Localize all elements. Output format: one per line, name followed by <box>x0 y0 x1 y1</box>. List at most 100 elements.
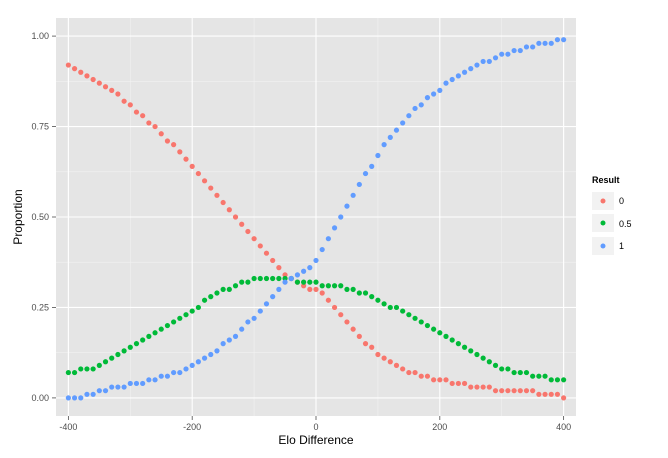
point-result-0-5 <box>523 369 530 376</box>
major-gridlines <box>56 18 576 416</box>
legend-swatch-0-5 <box>600 220 606 226</box>
legend-label-0: 0 <box>619 196 624 206</box>
point-result-1 <box>301 268 307 274</box>
point-result-1 <box>375 152 381 159</box>
point-result-0 <box>245 228 251 235</box>
point-result-0-5 <box>301 279 307 285</box>
point-result-0 <box>90 76 96 83</box>
point-result-0-5 <box>418 319 424 325</box>
point-result-0 <box>530 388 536 394</box>
point-result-0-5 <box>325 283 331 289</box>
point-result-1 <box>270 294 276 300</box>
point-result-0 <box>239 221 245 227</box>
point-result-0 <box>338 312 344 318</box>
point-result-0-5 <box>369 294 375 300</box>
point-result-0 <box>183 156 189 162</box>
point-result-1 <box>177 369 183 376</box>
point-result-0-5 <box>90 366 96 372</box>
point-result-0-5 <box>387 304 393 311</box>
point-result-1 <box>201 355 208 361</box>
point-result-1 <box>418 102 424 108</box>
point-result-1 <box>437 87 443 93</box>
point-result-1 <box>338 214 344 220</box>
point-result-0 <box>301 283 307 289</box>
point-result-0-5 <box>536 373 542 379</box>
point-result-0-5 <box>102 359 109 365</box>
point-result-1 <box>461 69 468 75</box>
point-result-0 <box>474 384 480 390</box>
point-result-1 <box>542 40 548 46</box>
point-result-1 <box>121 384 127 390</box>
point-result-0 <box>201 178 208 184</box>
point-result-0 <box>232 214 239 220</box>
point-result-0 <box>127 102 133 108</box>
point-result-1 <box>171 369 177 376</box>
point-result-0-5 <box>400 308 406 314</box>
point-result-0-5 <box>84 366 90 372</box>
point-result-0 <box>480 384 486 390</box>
point-result-1 <box>356 181 362 188</box>
point-result-0-5 <box>239 279 245 285</box>
point-result-1 <box>412 105 418 112</box>
point-result-1 <box>523 44 530 50</box>
point-result-0 <box>542 391 548 397</box>
point-result-0-5 <box>109 355 115 361</box>
point-result-0 <box>393 362 400 368</box>
point-result-0 <box>171 142 177 148</box>
point-result-1 <box>319 246 325 253</box>
point-result-0-5 <box>406 312 412 318</box>
point-result-0-5 <box>263 275 270 282</box>
point-result-1 <box>381 142 387 148</box>
point-result-0-5 <box>350 286 356 292</box>
point-result-0 <box>177 149 183 155</box>
point-result-1 <box>505 51 511 57</box>
point-result-0-5 <box>177 315 183 321</box>
point-result-0 <box>431 377 437 383</box>
point-result-0 <box>109 87 115 93</box>
point-result-0 <box>369 344 375 350</box>
point-result-1 <box>158 373 164 379</box>
point-result-0 <box>65 62 71 68</box>
point-result-0 <box>270 257 276 264</box>
point-result-0-5 <box>251 275 257 282</box>
point-result-0-5 <box>140 337 146 343</box>
point-result-0-5 <box>542 373 548 379</box>
point-result-0 <box>412 369 418 376</box>
point-result-1 <box>214 348 220 354</box>
point-result-0-5 <box>331 283 338 289</box>
point-result-0 <box>523 388 530 394</box>
x-tick-label: 200 <box>432 422 447 432</box>
point-result-0-5 <box>356 290 362 296</box>
point-result-0 <box>71 66 78 72</box>
point-result-1 <box>133 380 140 387</box>
point-result-0 <box>468 384 474 390</box>
point-result-0 <box>208 185 214 191</box>
point-result-1 <box>548 40 554 46</box>
point-result-1 <box>220 341 226 347</box>
point-result-1 <box>276 286 282 292</box>
point-result-1 <box>146 377 152 383</box>
point-result-1 <box>65 395 71 401</box>
point-result-0-5 <box>499 366 505 372</box>
point-result-1 <box>511 47 517 54</box>
point-result-1 <box>331 225 338 231</box>
point-result-0 <box>486 384 492 390</box>
point-result-1 <box>245 319 251 325</box>
point-result-0 <box>195 170 201 177</box>
point-result-1 <box>344 203 350 209</box>
point-result-0 <box>554 391 561 397</box>
point-result-1 <box>350 192 356 198</box>
point-result-1 <box>561 37 567 43</box>
point-result-1 <box>499 51 505 57</box>
point-result-1 <box>263 301 270 307</box>
legend: Result 0 0.5 1 <box>586 175 656 262</box>
point-result-0-5 <box>449 337 455 343</box>
point-result-0-5 <box>201 297 208 303</box>
point-result-1 <box>449 76 455 83</box>
point-result-0 <box>96 80 102 86</box>
point-result-0-5 <box>431 326 437 332</box>
legend-label-0-5: 0.5 <box>619 219 632 229</box>
point-result-0-5 <box>381 301 387 307</box>
point-result-0 <box>164 138 171 144</box>
point-result-0 <box>158 131 164 137</box>
